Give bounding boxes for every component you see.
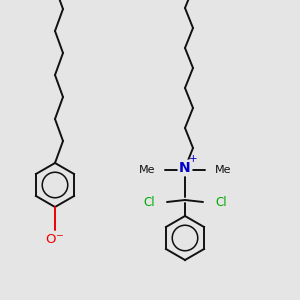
- Text: Cl: Cl: [215, 196, 226, 208]
- Text: +: +: [189, 154, 197, 164]
- Text: Cl: Cl: [143, 196, 155, 208]
- Text: Me: Me: [139, 165, 155, 175]
- Text: Me: Me: [215, 165, 232, 175]
- Text: O$^{-}$: O$^{-}$: [45, 233, 65, 246]
- Text: N: N: [179, 161, 191, 175]
